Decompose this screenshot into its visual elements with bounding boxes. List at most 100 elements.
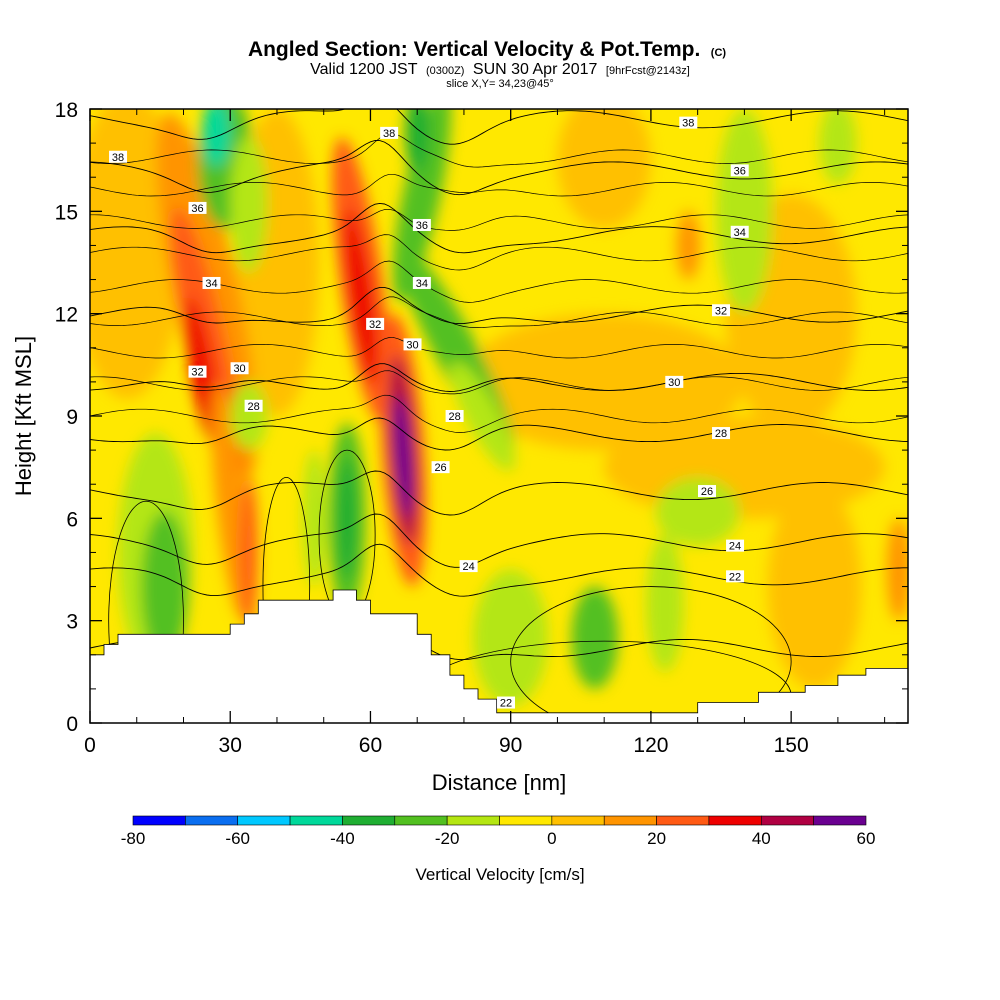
colorbar-swatch xyxy=(708,815,762,826)
contour-label-text: 26 xyxy=(434,462,446,474)
contour-label-text: 34 xyxy=(205,278,217,290)
x-tick-label: 30 xyxy=(219,734,242,757)
velocity-cell xyxy=(646,535,684,672)
contour-label-text: 22 xyxy=(500,698,512,710)
x-tick-label: 0 xyxy=(84,734,96,757)
theta-contour xyxy=(108,500,184,723)
contour-label-text: 38 xyxy=(112,152,124,164)
velocity-cell xyxy=(716,109,773,314)
subtitle-date: SUN 30 Apr 2017 xyxy=(473,61,598,78)
theta-contour-labels: 38 36 34 32 30 28 38 36 34 32 30 28 26 24 22 38 36 34 32 30… xyxy=(109,116,749,710)
chart-title-unit: (C) xyxy=(711,47,727,59)
velocity-cell xyxy=(141,511,189,662)
theta-contour xyxy=(90,470,908,516)
contour-label-text: 28 xyxy=(247,401,259,413)
x-axis-label: Distance [nm] xyxy=(432,770,567,795)
velocity-cell xyxy=(230,136,268,273)
theta-contour xyxy=(90,543,908,597)
theta-contour xyxy=(90,286,908,325)
theta-contour xyxy=(90,208,908,231)
theta-contour xyxy=(90,394,908,433)
contour-label-text: 32 xyxy=(191,367,203,379)
velocity-cell xyxy=(767,484,862,689)
contour-label: 32 xyxy=(712,304,731,317)
colorbar-swatch xyxy=(289,815,343,826)
contour-label-text: 30 xyxy=(233,363,245,375)
contour-label-text: 24 xyxy=(462,561,474,573)
colorbar-swatch xyxy=(342,815,396,826)
contour-label: 24 xyxy=(459,560,478,573)
y-tick-label: 12 xyxy=(55,304,78,327)
colorbar-swatch xyxy=(185,815,239,826)
contour-label: 38 xyxy=(109,150,128,164)
terrain xyxy=(90,589,908,723)
contour-label: 36 xyxy=(730,164,749,177)
colorbar-swatch xyxy=(813,815,867,826)
contour-label-text: 32 xyxy=(715,305,727,317)
subtitle-valid: Valid 1200 JST xyxy=(310,61,418,78)
theta-contour xyxy=(90,173,908,197)
contour-label: 28 xyxy=(244,399,263,413)
contour-label: 32 xyxy=(366,317,385,331)
contour-label: 36 xyxy=(188,201,207,215)
theta-contour xyxy=(90,109,908,145)
velocity-cell xyxy=(604,416,885,519)
contour-label-text: 22 xyxy=(729,571,741,583)
velocity-cell xyxy=(676,211,700,280)
contour-label-text: 26 xyxy=(701,486,713,498)
theta-contour xyxy=(90,296,908,328)
theta-contour xyxy=(90,513,908,568)
colorbar-tick-label: -20 xyxy=(435,829,460,848)
chart-title: Angled Section: Vertical Velocity & Pot.… xyxy=(248,38,726,61)
contour-label-text: 34 xyxy=(734,227,746,239)
contour-label: 32 xyxy=(188,365,207,379)
theta-contour xyxy=(90,133,908,168)
contour-label-text: 30 xyxy=(668,377,680,389)
y-tick-label: 9 xyxy=(66,406,78,429)
contour-label: 38 xyxy=(679,116,698,130)
colorbar-swatch xyxy=(499,815,553,826)
contour-label-text: 36 xyxy=(416,220,428,232)
contour-label: 24 xyxy=(726,539,745,553)
theta-contour xyxy=(90,417,908,451)
contour-label-text: 30 xyxy=(406,339,418,351)
y-axis-label: Height [Kft MSL] xyxy=(11,336,36,496)
contour-label: 36 xyxy=(412,218,431,232)
velocity-cell xyxy=(344,208,379,385)
colorbar-tick-label: 60 xyxy=(857,829,876,848)
theta-contour xyxy=(90,363,908,392)
velocity-cell xyxy=(819,109,857,185)
contour-label: 26 xyxy=(698,485,717,498)
velocity-cell xyxy=(463,313,745,451)
colorbar-swatch xyxy=(237,815,291,826)
contour-label-text: 32 xyxy=(369,319,381,331)
chart-subtitle: Valid 1200 JST (0300Z) SUN 30 Apr 2017 [… xyxy=(310,61,690,78)
contour-label-text: 36 xyxy=(191,203,203,215)
contour-label-text: 28 xyxy=(715,428,727,440)
velocity-cell xyxy=(230,381,268,451)
velocity-cell xyxy=(202,109,231,167)
subtitle-utc: (0300Z) xyxy=(426,65,465,77)
theta-contour xyxy=(510,586,792,723)
colorbar-swatch xyxy=(603,815,657,826)
colorbar-swatch xyxy=(394,815,448,826)
colorbar-swatch xyxy=(132,815,186,826)
velocity-field xyxy=(90,109,908,706)
contour-label-text: 34 xyxy=(416,278,428,290)
y-tick-label: 0 xyxy=(66,713,78,736)
theta-contour xyxy=(90,234,908,271)
theta-contour xyxy=(90,202,908,254)
contour-label: 28 xyxy=(712,427,731,440)
y-tick-label: 3 xyxy=(66,611,78,634)
velocity-cell xyxy=(571,586,619,689)
chart-title-text: Angled Section: Vertical Velocity & Pot.… xyxy=(248,38,700,61)
contour-label-text: 24 xyxy=(729,541,741,553)
colorbar-tick-label: -60 xyxy=(225,829,250,848)
y-tick-label: 18 xyxy=(55,99,78,122)
velocity-cell xyxy=(405,109,429,174)
contour-label: 30 xyxy=(230,362,249,375)
contour-label: 26 xyxy=(431,461,450,474)
velocity-cell xyxy=(557,109,651,229)
